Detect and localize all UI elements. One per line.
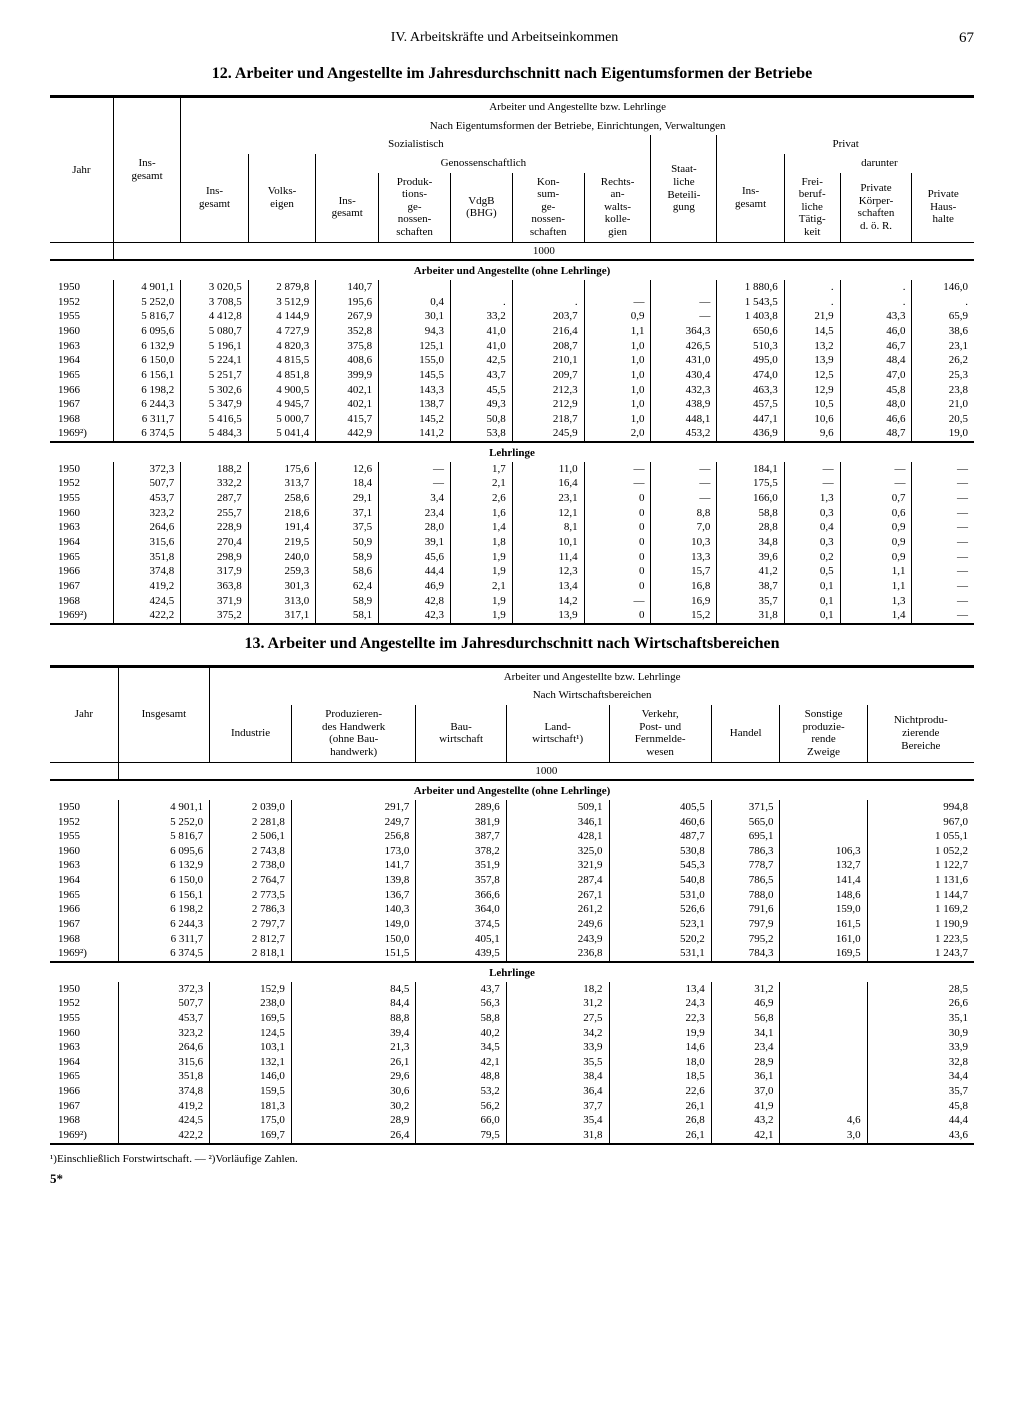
table-row: 19636 132,92 738,0141,7351,9321,9545,377… (50, 858, 974, 873)
table-row: 1969²)422,2169,726,479,531,826,142,13,04… (50, 1128, 974, 1144)
table-row: 19686 311,72 812,7150,0405,1243,9520,279… (50, 932, 974, 947)
table12-title: 12. Arbeiter und Angestellte im Jahresdu… (50, 65, 974, 83)
table-row: 19646 150,05 224,14 815,5408,6155,042,52… (50, 353, 974, 368)
table-row: 1960323,2255,7218,637,123,41,612,108,858… (50, 506, 974, 521)
table-row: 19504 901,13 020,52 879,8140,71 880,6..1… (50, 280, 974, 295)
table-row: 1955453,7169,588,858,827,522,356,835,1 (50, 1011, 974, 1026)
page-header: IV. Arbeitskräfte und Arbeitseinkommen 6… (50, 30, 974, 47)
table-row: 19676 244,32 797,7149,0374,5249,6523,179… (50, 917, 974, 932)
table-row: 19656 156,12 773,5136,7366,6267,1531,078… (50, 888, 974, 903)
table-row: 19686 311,75 416,55 000,7415,7145,250,82… (50, 412, 974, 427)
table-row: 1950372,3152,984,543,718,213,431,228,5 (50, 982, 974, 997)
table-row: 19606 095,62 743,8173,0378,2325,0530,878… (50, 844, 974, 859)
table-row: 19504 901,12 039,0291,7289,6509,1405,537… (50, 800, 974, 815)
table-row: 1963264,6103,121,334,533,914,623,433,9 (50, 1040, 974, 1055)
table-row: 1966374,8159,530,653,236,422,637,035,7 (50, 1084, 974, 1099)
section-label: Lehrlinge (50, 442, 974, 462)
table-row: 19666 198,25 302,64 900,5402,1143,345,52… (50, 383, 974, 398)
table-row: 1964315,6270,4219,550,939,11,810,1010,33… (50, 535, 974, 550)
table13-title: 13. Arbeiter und Angestellte im Jahresdu… (50, 635, 974, 653)
signature: 5* (50, 1171, 974, 1187)
table-row: 19555 816,74 412,84 144,9267,930,133,220… (50, 309, 974, 324)
table-row: 1955453,7287,7258,629,13,42,623,10—166,0… (50, 491, 974, 506)
table-row: 1969²)422,2375,2317,158,142,31,913,9015,… (50, 608, 974, 624)
table-row: 1966374,8317,9259,358,644,41,912,3015,74… (50, 564, 974, 579)
table-row: 1965351,8298,9240,058,945,61,911,4013,33… (50, 550, 974, 565)
chapter-title: IV. Arbeitskräfte und Arbeitseinkommen (50, 30, 959, 47)
section-label: Arbeiter und Angestellte (ohne Lehrlinge… (50, 260, 974, 280)
table-row: 1968424,5175,028,966,035,426,843,24,644,… (50, 1113, 974, 1128)
section-label: Lehrlinge (50, 962, 974, 982)
table-row: 1963264,6228,9191,437,528,01,48,107,028,… (50, 520, 974, 535)
section-label: Arbeiter und Angestellte (ohne Lehrlinge… (50, 780, 974, 800)
table-row: 1952507,7332,2313,718,4—2,116,4——175,5——… (50, 476, 974, 491)
table-row: 19646 150,02 764,7139,8357,8287,4540,878… (50, 873, 974, 888)
table-row: 1968424,5371,9313,058,942,81,914,2—16,93… (50, 594, 974, 609)
table-row: 1967419,2181,330,256,237,726,141,945,8 (50, 1099, 974, 1114)
table-row: 1965351,8146,029,648,838,418,536,134,4 (50, 1069, 974, 1084)
table-row: 19525 252,02 281,8249,7381,9346,1460,656… (50, 815, 974, 830)
table12: Jahr Ins- gesamt Arbeiter und Angestellt… (50, 95, 974, 625)
table-row: 1967419,2363,8301,362,446,92,113,4016,83… (50, 579, 974, 594)
table-row: 1969²)6 374,55 484,35 041,4442,9141,253,… (50, 426, 974, 442)
page-number: 67 (959, 30, 974, 47)
table-row: 1964315,6132,126,142,135,518,028,932,8 (50, 1055, 974, 1070)
table13: Jahr Insgesamt Arbeiter und Angestellte … (50, 665, 974, 1145)
table-row: 19555 816,72 506,1256,8387,7428,1487,769… (50, 829, 974, 844)
table-row: 19666 198,22 786,3140,3364,0261,2526,679… (50, 902, 974, 917)
table-row: 19676 244,35 347,94 945,7402,1138,749,32… (50, 397, 974, 412)
table-row: 1969²)6 374,52 818,1151,5439,5236,8531,1… (50, 946, 974, 962)
table-row: 19525 252,03 708,53 512,9195,60,4..——1 5… (50, 295, 974, 310)
table-row: 19606 095,65 080,74 727,9352,894,341,021… (50, 324, 974, 339)
footnotes: ¹)Einschließlich Forstwirtschaft. — ²)Vo… (50, 1153, 974, 1165)
table-row: 19656 156,15 251,74 851,8399,9145,543,72… (50, 368, 974, 383)
table-row: 1960323,2124,539,440,234,219,934,130,9 (50, 1026, 974, 1041)
table-row: 1952507,7238,084,456,331,224,346,926,6 (50, 996, 974, 1011)
table-row: 19636 132,95 196,14 820,3375,8125,141,02… (50, 339, 974, 354)
table-row: 1950372,3188,2175,612,6—1,711,0——184,1——… (50, 462, 974, 477)
